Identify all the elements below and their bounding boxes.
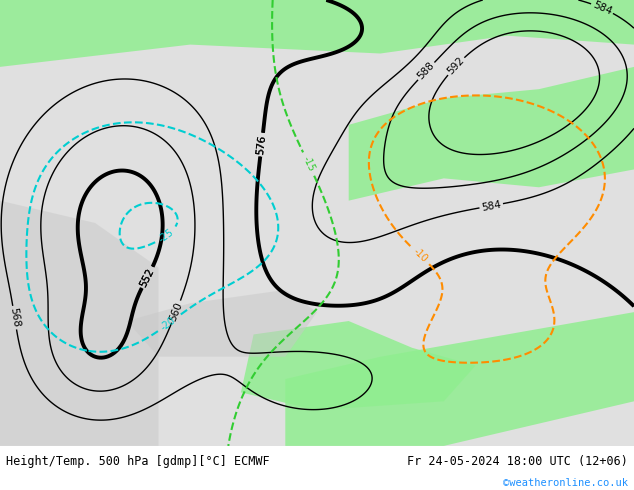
Text: 588: 588: [416, 60, 437, 82]
Polygon shape: [0, 0, 634, 67]
Polygon shape: [127, 290, 317, 357]
Text: 584: 584: [591, 0, 613, 17]
Text: 584: 584: [481, 199, 502, 213]
Polygon shape: [349, 67, 634, 201]
Text: Fr 24-05-2024 18:00 UTC (12+06): Fr 24-05-2024 18:00 UTC (12+06): [407, 455, 628, 468]
Text: 560: 560: [168, 301, 184, 323]
Polygon shape: [0, 201, 158, 446]
Text: 552: 552: [138, 266, 156, 289]
Text: -15: -15: [301, 155, 316, 173]
Text: -20: -20: [159, 315, 178, 332]
Text: 576: 576: [256, 134, 268, 155]
Text: 568: 568: [8, 307, 21, 328]
Polygon shape: [241, 321, 476, 410]
Polygon shape: [285, 312, 634, 446]
Text: Height/Temp. 500 hPa [gdmp][°C] ECMWF: Height/Temp. 500 hPa [gdmp][°C] ECMWF: [6, 455, 270, 468]
Text: -25: -25: [157, 227, 176, 245]
Text: 552: 552: [138, 266, 156, 289]
Text: 576: 576: [256, 134, 268, 155]
Text: 592: 592: [446, 55, 467, 77]
Text: -10: -10: [411, 246, 429, 264]
Text: ©weatheronline.co.uk: ©weatheronline.co.uk: [503, 478, 628, 489]
